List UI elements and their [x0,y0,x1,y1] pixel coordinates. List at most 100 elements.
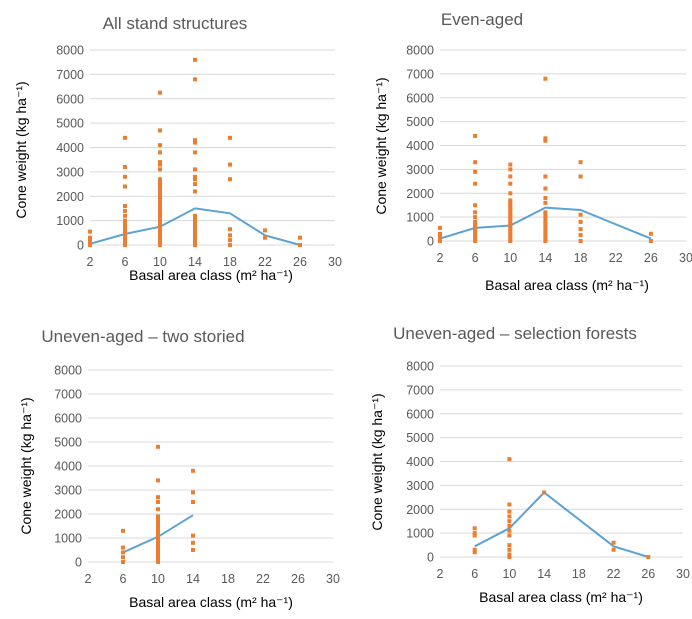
data-point [158,216,162,221]
x-tick-label: 18 [223,255,237,269]
x-tick-label: 18 [572,567,586,581]
data-point [508,212,513,217]
x-tick-label: 2 [437,251,444,265]
data-point [507,547,512,552]
data-point [543,138,548,143]
data-point [156,531,160,536]
x-tick-label: 30 [326,572,340,586]
data-point [191,540,195,545]
data-point [158,228,162,233]
x-axis-label: Basal area class (m² ha⁻¹) [129,267,293,283]
x-tick-label: 14 [537,567,551,581]
data-point [193,225,197,230]
data-point [543,136,548,141]
data-point [156,524,160,528]
y-tick-label: 3000 [406,479,434,493]
x-tick-label: 18 [221,572,235,586]
data-point [156,519,160,524]
y-tick-label: 0 [427,551,434,565]
data-point [193,77,197,82]
x-tick-label: 18 [574,251,588,265]
y-tick-label: 2000 [54,508,82,522]
data-point [158,235,162,240]
data-point [473,219,478,224]
data-point [193,213,197,218]
data-point [88,240,92,245]
data-point [543,229,548,234]
data-point [193,150,197,155]
x-tick-label: 6 [120,572,127,586]
y-tick-label: 7000 [54,388,82,402]
data-point [473,231,478,236]
y-tick-label: 1000 [406,527,434,541]
x-axis-label: Basal area class (m² ha⁻¹) [485,277,649,293]
data-point [438,235,442,240]
data-point [578,174,583,179]
data-point [156,560,160,564]
data-point [121,528,125,533]
data-point [156,543,160,548]
y-tick-label: 2000 [406,503,434,517]
data-point [472,531,477,536]
data-point [472,526,477,531]
y-tick-label: 4000 [56,141,84,155]
x-tick-label: 2 [85,572,92,586]
data-point [543,224,548,229]
data-point [158,196,162,201]
y-tick-label: 2000 [56,190,84,204]
data-point [191,500,195,504]
data-point [543,227,548,232]
data-point [508,200,513,205]
chart-uneven-two-storied: Uneven-aged – two storied 0 1000 2000 3000 40… [0,318,345,618]
data-point [508,239,513,243]
y-tick-label: 7000 [406,383,434,397]
y-tick-label: 0 [77,239,84,253]
y-tick-label: 0 [75,556,82,570]
data-point [123,228,127,233]
data-point [228,243,232,247]
y-tick-label: 6000 [406,91,434,105]
y-tick-label: 8000 [406,360,434,374]
data-point [123,165,127,169]
data-point [473,181,478,186]
data-point [508,191,513,196]
data-point [158,238,162,243]
data-point [193,228,197,233]
y-tick-label: 4000 [54,460,82,474]
data-point [473,169,478,174]
data-point [438,239,442,243]
y-tick-label: 6000 [406,407,434,421]
data-point [508,222,513,227]
data-point [543,200,548,205]
data-point [193,223,197,228]
data-point [156,507,160,512]
data-point [611,540,616,545]
chart-title: Even-aged [441,10,523,29]
data-point [156,521,160,526]
data-point [156,444,160,449]
data-point [158,179,162,184]
data-point [508,224,513,229]
data-point [543,76,548,81]
data-point [508,236,513,241]
data-point [648,231,653,236]
chart-svg: Uneven-aged – selection forests 0 1000 2000… [369,324,690,605]
data-point [158,194,162,199]
data-point [193,240,197,245]
data-point [507,519,512,524]
data-point [123,238,127,243]
y-axis-label: Cone weight (kg ha⁻¹) [369,393,385,530]
data-point [473,203,478,208]
y-tick-label: 8000 [56,44,84,58]
data-point [508,217,513,222]
data-point [123,235,127,240]
data-point [156,528,160,533]
data-point [158,211,162,216]
chart-all-stand-structures: All stand structures 0 1000 2000 3000 4000 500… [0,0,345,310]
data-point [193,216,197,221]
data-point [508,227,513,232]
y-tick-label: 0 [427,235,434,249]
data-point [473,222,478,227]
data-point [158,189,162,194]
data-point [507,514,512,519]
